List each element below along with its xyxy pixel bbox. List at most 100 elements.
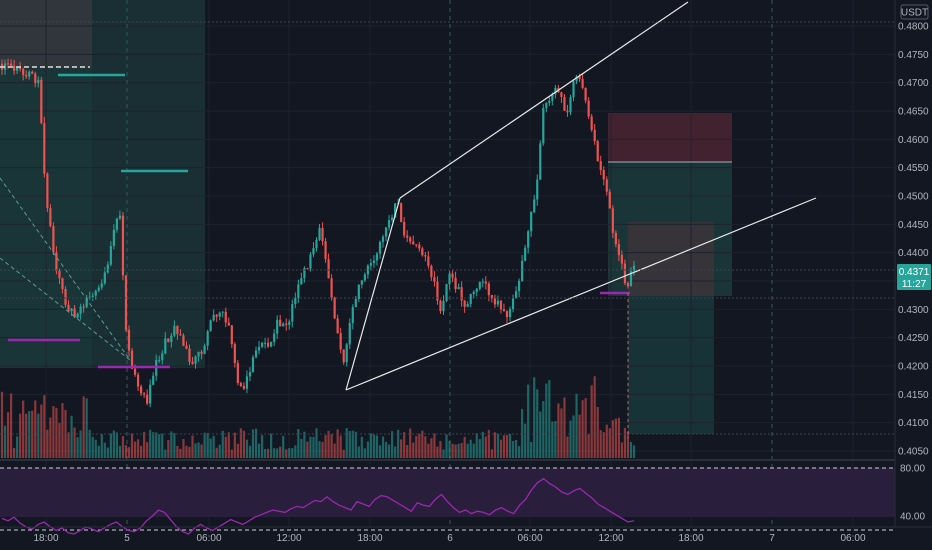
candle-24 [73, 304, 76, 318]
current-price-tag [897, 264, 931, 290]
volume-bar-1 [3, 425, 7, 458]
candle-33 [100, 279, 103, 290]
candle-92 [279, 314, 282, 327]
volume-bar-208 [629, 441, 633, 458]
candle-39 [118, 210, 122, 221]
candle-76 [230, 325, 233, 349]
volume-bar-203 [614, 418, 617, 458]
volume-bar-57 [173, 432, 176, 458]
rsi-band [0, 468, 895, 517]
candle-88 [267, 337, 270, 348]
candle-32 [97, 284, 100, 293]
candle-115 [348, 318, 351, 350]
candle-66 [200, 349, 203, 360]
volume-bar-191 [578, 414, 581, 458]
candle-141 [427, 251, 430, 269]
volume-bar-22 [67, 432, 70, 458]
candle-30 [91, 292, 94, 301]
candle-95 [288, 319, 291, 330]
candle-91 [276, 315, 279, 339]
volume-bar-14 [43, 395, 46, 458]
candle-37 [112, 224, 115, 250]
volume-bar-16 [49, 417, 52, 458]
candle-143 [433, 271, 436, 287]
candle-119 [360, 279, 363, 289]
volume-bar-135 [409, 428, 412, 458]
volume-bar-105 [318, 441, 321, 458]
volume-bar-162 [490, 449, 493, 458]
volume-bar-53 [161, 433, 164, 458]
volume-bar-150 [454, 444, 457, 458]
candle-122 [369, 258, 373, 271]
candle-36 [109, 241, 112, 267]
candle-152 [460, 281, 463, 307]
candle-140 [424, 251, 427, 262]
volume-bar-11 [34, 400, 37, 458]
x-tick-label-7: 12:00 [598, 533, 623, 544]
volume-bar-149 [451, 443, 454, 458]
volume-bar-5 [16, 436, 19, 458]
y-tick-label-14: 0.4100 [898, 418, 929, 429]
volume-bar-47 [143, 431, 146, 458]
rsi-indicator [0, 467, 895, 535]
candle-12 [37, 76, 40, 88]
candle-117 [354, 296, 357, 308]
volume-bar-93 [282, 435, 285, 458]
volume-bar-70 [212, 435, 215, 458]
volume-bar-139 [421, 430, 424, 458]
candle-47 [143, 391, 146, 398]
candle-153 [463, 299, 466, 313]
candle-93 [282, 322, 285, 327]
candle-42 [127, 325, 131, 357]
y-tick-label-3: 0.4650 [898, 107, 929, 118]
candle-25 [76, 312, 79, 319]
volume-bar-182 [551, 421, 554, 458]
y-tick-label-5: 0.4550 [898, 163, 929, 174]
volume-bar-125 [378, 445, 382, 458]
volume-bar-9 [28, 411, 31, 458]
candle-9 [28, 70, 31, 80]
rsi-axis-ticks: 80.00 40.00 [900, 464, 925, 523]
volume-bar-173 [524, 423, 527, 458]
candle-124 [375, 251, 379, 266]
volume-bar-154 [466, 443, 469, 458]
candle-181 [548, 96, 551, 106]
candle-70 [212, 309, 215, 322]
volume-bar-75 [227, 432, 230, 458]
volume-bar-148 [448, 440, 451, 458]
volume-bar-133 [403, 432, 406, 458]
volume-bar-195 [590, 385, 593, 458]
candle-128 [387, 215, 391, 231]
volume-bar-171 [517, 446, 521, 458]
volume-bar-66 [200, 444, 203, 458]
candle-189 [572, 79, 575, 102]
volume-bar-147 [445, 434, 448, 458]
volume-bar-8 [25, 413, 28, 458]
candle-22 [67, 300, 70, 313]
volume-bar-186 [563, 397, 566, 458]
candle-79 [239, 381, 242, 388]
volume-bar-129 [390, 431, 394, 458]
y-tick-label-12: 0.4200 [898, 362, 929, 373]
volume-bar-193 [584, 398, 587, 458]
candle-201 [608, 188, 611, 209]
candle-175 [530, 211, 533, 237]
candle-172 [521, 254, 524, 282]
volume-bar-88 [267, 448, 270, 458]
candle-198 [599, 155, 602, 176]
candle-55 [167, 338, 170, 343]
volume-bars [0, 376, 636, 458]
candle-81 [245, 370, 249, 394]
candle-60 [182, 333, 185, 347]
volume-bar-73 [221, 430, 224, 458]
candle-105 [318, 223, 321, 242]
x-axis-ticks: 18:00 5 06:00 12:00 18:00 6 06:00 12:00 18:00 7 06… [33, 533, 865, 544]
volume-bar-180 [545, 383, 548, 458]
volume-bar-144 [436, 446, 439, 458]
volume-bar-189 [572, 415, 575, 458]
candle-193 [584, 87, 587, 104]
volume-bar-141 [427, 443, 430, 458]
candle-159 [481, 278, 484, 288]
volume-bar-168 [508, 433, 512, 458]
